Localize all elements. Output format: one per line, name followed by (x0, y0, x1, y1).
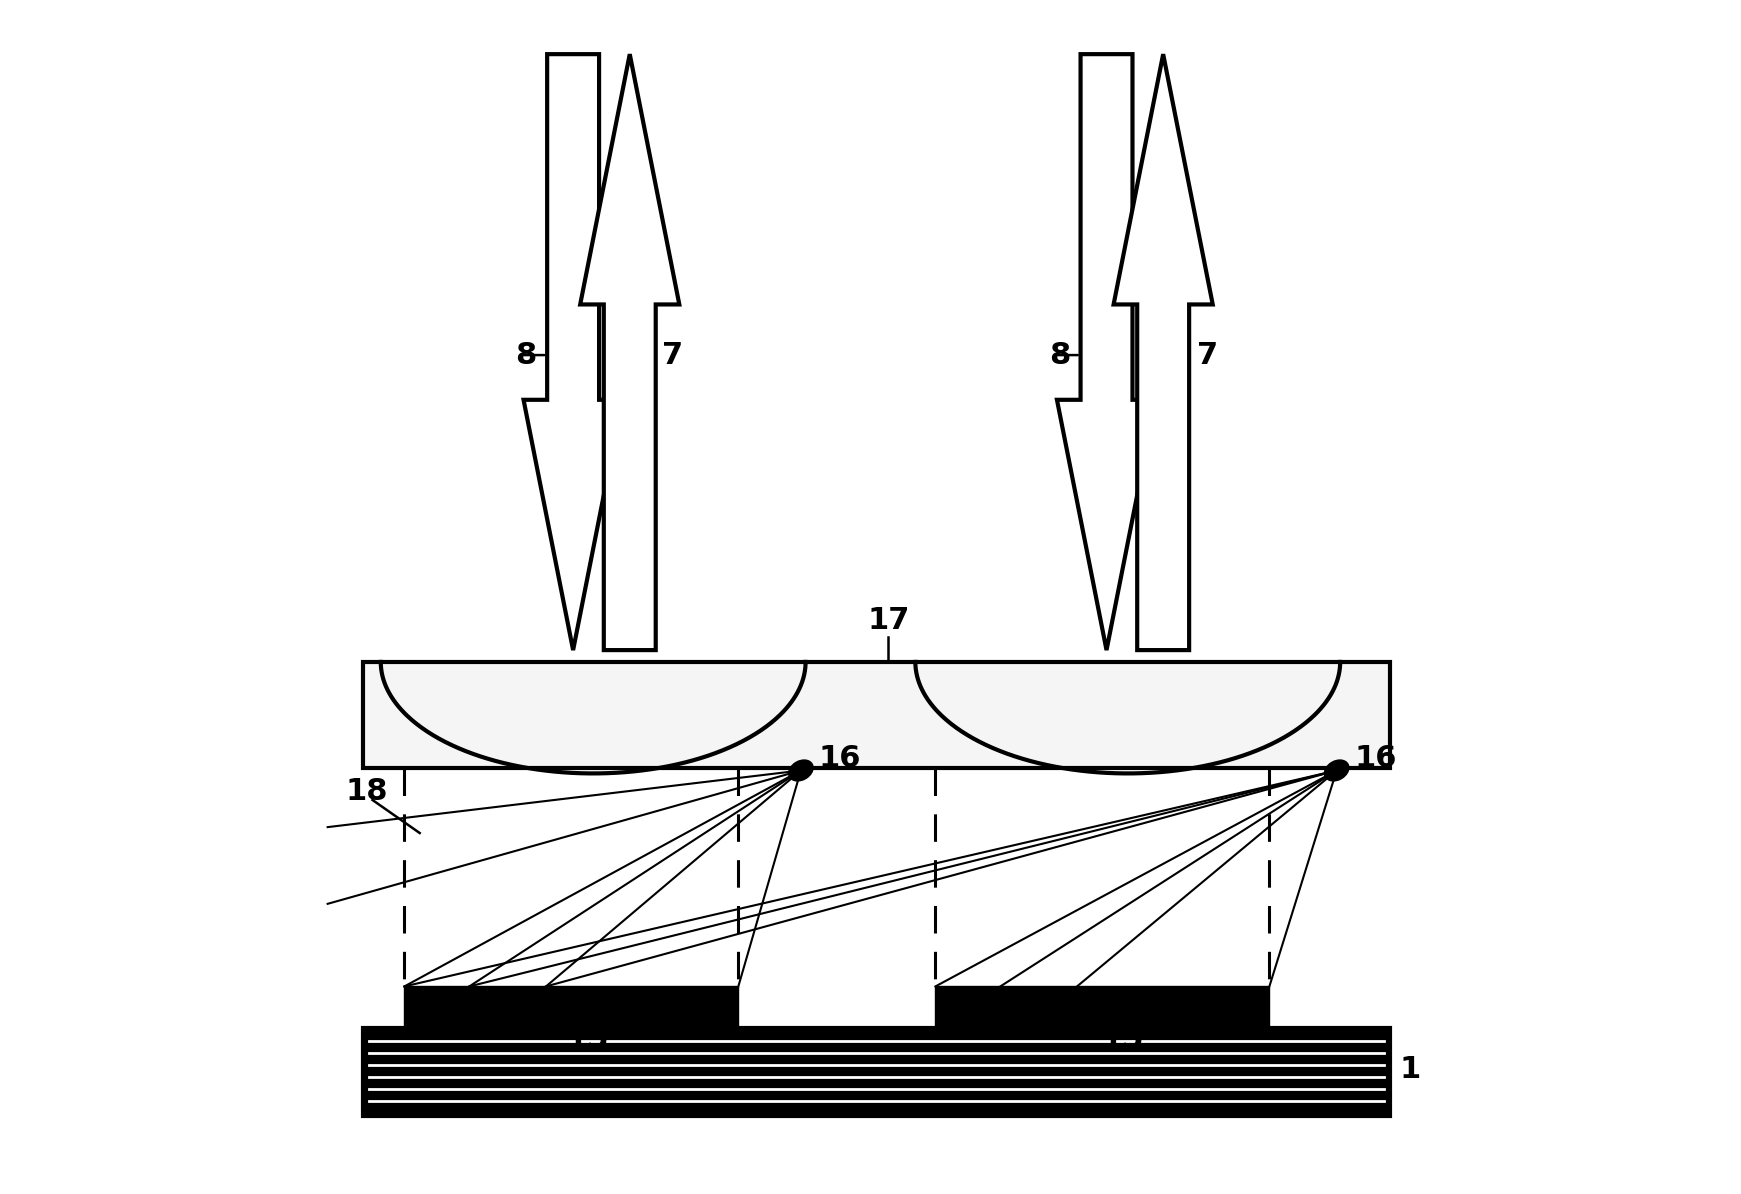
Text: 16: 16 (1354, 744, 1396, 774)
Text: 8: 8 (1048, 340, 1071, 370)
Text: 1: 1 (1400, 1054, 1421, 1083)
Text: 7: 7 (662, 340, 682, 370)
Text: 16: 16 (818, 744, 862, 774)
Polygon shape (524, 54, 623, 650)
Text: 15: 15 (566, 1024, 609, 1054)
Bar (404, 986, 738, 1028)
Ellipse shape (1325, 761, 1349, 781)
Bar (364, 1028, 1389, 1116)
Polygon shape (580, 54, 679, 650)
Text: 7: 7 (1198, 340, 1219, 370)
Text: 18: 18 (345, 777, 388, 806)
Ellipse shape (789, 761, 813, 781)
Bar (364, 661, 1389, 768)
Text: 15: 15 (1102, 1024, 1144, 1054)
Polygon shape (1114, 54, 1213, 650)
Bar (935, 986, 1269, 1028)
Text: 8: 8 (515, 340, 536, 370)
Polygon shape (1057, 54, 1156, 650)
Text: 17: 17 (867, 607, 909, 635)
